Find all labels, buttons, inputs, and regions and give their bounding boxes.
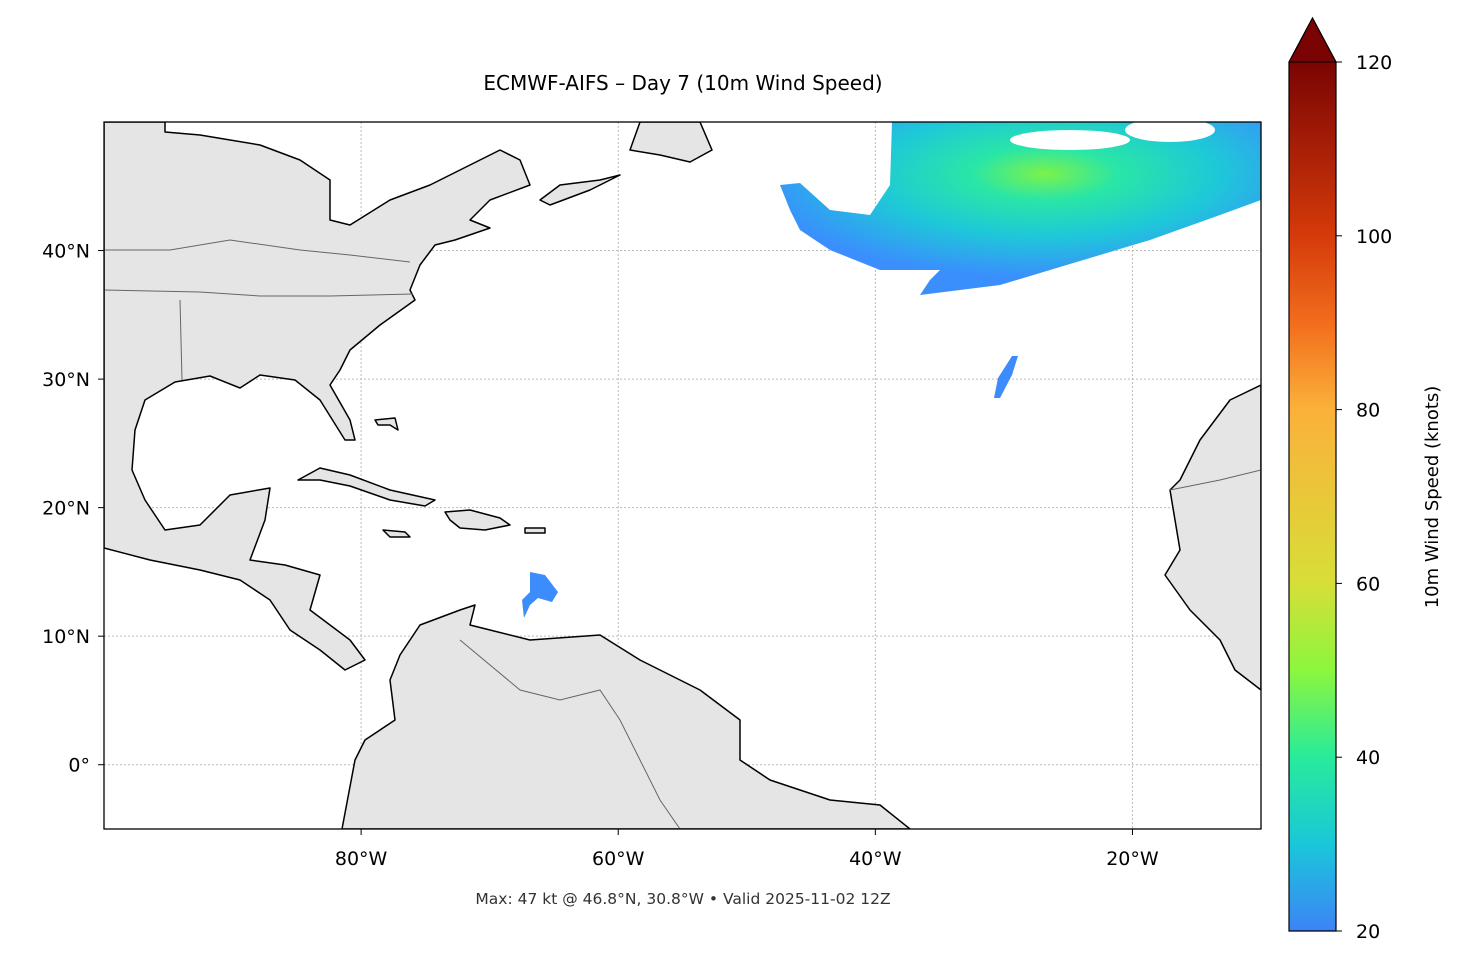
north-america <box>104 122 531 671</box>
border <box>179 299 183 381</box>
hispaniola <box>444 509 511 531</box>
x-tick-label: 20°W <box>1106 848 1159 870</box>
colorbar-tick-label: 120 <box>1356 52 1392 74</box>
calm-region <box>1125 122 1215 142</box>
footer-note: Max: 47 kt @ 46.8°N, 30.8°W • Valid 2025… <box>475 890 890 908</box>
y-tick-label: 20°N <box>42 498 90 520</box>
colorbar-frame <box>1288 16 1337 932</box>
colorbar-extension <box>1288 16 1337 63</box>
south-america <box>341 604 911 829</box>
calm-region <box>1010 130 1130 150</box>
ticks: 80°W 60°W 40°W 20°W 0° 10°N 20°N 30°N 40°N <box>42 241 1159 870</box>
border <box>104 289 414 297</box>
axes-frame <box>103 121 1262 830</box>
wind-region <box>780 122 1261 295</box>
greenland <box>629 122 713 163</box>
colorbar-tick-label: 60 <box>1356 573 1380 595</box>
africa <box>1164 384 1261 691</box>
x-tick-label: 80°W <box>335 848 388 870</box>
border <box>1169 469 1261 491</box>
map-area <box>104 122 1261 829</box>
chart-title: ECMWF-AIFS – Day 7 (10m Wind Speed) <box>483 71 882 95</box>
colorbar-tick-label: 80 <box>1356 400 1380 422</box>
colorbar-tick-label: 100 <box>1356 226 1392 248</box>
jamaica <box>382 529 411 538</box>
y-tick-label: 10°N <box>42 626 90 648</box>
cuba <box>297 467 436 507</box>
x-tick-label: 60°W <box>592 848 645 870</box>
newfoundland <box>539 174 621 206</box>
colorbar-label: 10m Wind Speed (knots) <box>1422 386 1443 609</box>
colorbar-tick-label: 40 <box>1356 747 1380 769</box>
border <box>104 239 411 263</box>
wind-field <box>522 122 1261 618</box>
border <box>459 639 681 829</box>
x-tick-label: 40°W <box>849 848 902 870</box>
colorbar <box>1289 62 1336 931</box>
wind-region <box>522 572 558 618</box>
land <box>104 122 1261 829</box>
wind-region <box>994 356 1018 398</box>
y-tick-label: 40°N <box>42 241 90 263</box>
y-tick-label: 30°N <box>42 369 90 391</box>
colorbar-ticks: 20 40 60 80 100 120 <box>1336 52 1392 943</box>
bahamas <box>374 417 399 431</box>
y-tick-label: 0° <box>68 755 90 777</box>
puerto-rico <box>524 527 546 534</box>
colorbar-tick-label: 20 <box>1356 921 1380 943</box>
